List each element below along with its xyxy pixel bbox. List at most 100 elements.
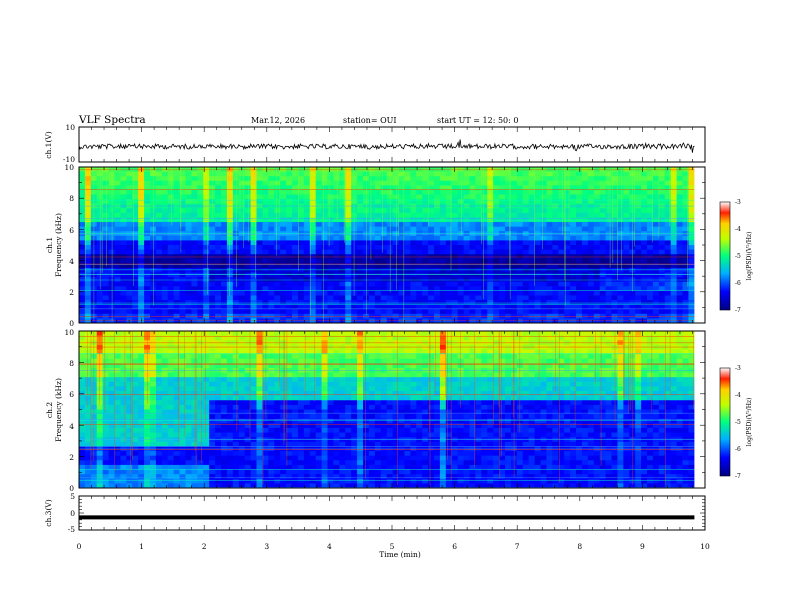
spectrogram-cell xyxy=(209,295,216,301)
spectrogram-cell xyxy=(552,290,559,296)
spectrogram-cell xyxy=(108,441,115,447)
spectrogram-cell xyxy=(546,295,553,301)
spectrogram-cell xyxy=(132,423,139,429)
spectrogram-cell xyxy=(534,267,541,273)
spectrogram-cell xyxy=(197,483,204,489)
spectrogram-cell xyxy=(203,354,210,360)
spectrogram-cell xyxy=(161,295,169,301)
spectrogram-cell xyxy=(647,226,654,232)
spectrogram-cell xyxy=(256,409,263,415)
spectrogram-cell xyxy=(363,318,370,324)
spectrogram-cell xyxy=(256,395,263,401)
spectrogram-cell xyxy=(688,199,695,205)
spectrogram-cell xyxy=(445,235,453,241)
spectrogram-cell xyxy=(144,381,151,387)
spectrogram-cell xyxy=(221,295,228,301)
spectrogram-cell xyxy=(333,258,340,264)
spectrogram-cell xyxy=(457,180,464,186)
spectrogram-cell xyxy=(232,300,240,306)
spectrogram-cell xyxy=(339,189,346,195)
spectrogram-cell xyxy=(226,400,234,406)
spectrogram-cell xyxy=(641,199,648,205)
spectrogram-cell xyxy=(327,286,334,292)
spectrogram-cell xyxy=(457,318,464,324)
spectrogram-cell xyxy=(516,318,524,324)
spectrogram-cell xyxy=(250,349,257,355)
spectrogram-cell xyxy=(475,189,482,195)
spectrogram-cell xyxy=(161,464,169,470)
spectrogram-cell xyxy=(617,226,624,232)
spectrogram-cell xyxy=(617,240,624,246)
spectrogram-cell xyxy=(599,281,607,287)
spectrogram-cell xyxy=(688,272,695,278)
spectrogram-cell xyxy=(209,231,216,237)
spectrogram-cell xyxy=(244,469,251,475)
spectrogram-cell xyxy=(558,199,565,205)
spectrogram-cell xyxy=(203,381,210,387)
spectrogram-cell xyxy=(244,189,251,195)
spectrogram-cell xyxy=(167,427,175,433)
spectrogram-cell xyxy=(670,258,678,264)
spectrogram-cell xyxy=(262,427,269,433)
spectrogram-cell xyxy=(333,171,340,177)
spectrogram-cell xyxy=(676,176,683,182)
spectrogram-cell xyxy=(238,208,246,214)
spectrogram-cell xyxy=(647,194,654,200)
spectrogram-cell xyxy=(404,199,411,205)
spectrogram-cell xyxy=(404,263,411,269)
spectrogram-cell xyxy=(499,267,506,273)
spectrogram-cell xyxy=(108,335,115,341)
spectrogram-cell xyxy=(262,451,269,457)
spectrogram-cell xyxy=(327,208,334,214)
spectrogram-cell xyxy=(682,226,689,232)
spectrogram-cell xyxy=(144,354,151,360)
spectrogram-cell xyxy=(286,208,293,214)
spectrogram-cell xyxy=(244,349,251,355)
spectrogram-cell xyxy=(422,295,429,301)
spectrogram-cell xyxy=(546,249,553,255)
spectrogram-cell xyxy=(546,176,553,182)
spectrogram-cell xyxy=(102,281,109,287)
spectrogram-cell xyxy=(333,235,340,241)
spectrogram-cell xyxy=(114,199,121,205)
spectrogram-cell xyxy=(114,395,121,401)
spectrogram-cell xyxy=(185,222,192,228)
spectrogram-cell xyxy=(587,245,595,250)
spectrogram-cell xyxy=(96,409,104,415)
spectrogram-cell xyxy=(185,354,192,360)
spectrogram-cell xyxy=(215,404,222,410)
spectrogram-cell xyxy=(215,363,222,369)
spectrogram-cell xyxy=(226,427,234,433)
spectrogram-cell xyxy=(114,231,121,237)
spectrogram-cell xyxy=(463,295,470,301)
spectrogram-cell xyxy=(658,286,666,292)
spectrogram-cell xyxy=(292,318,299,324)
spectrogram-cell xyxy=(339,267,346,273)
spectrogram-cell xyxy=(576,180,583,186)
spectrogram-cell xyxy=(469,212,476,218)
spectrogram-cell xyxy=(445,290,453,296)
spectrogram-cell xyxy=(581,258,589,264)
spectrogram-cell xyxy=(552,212,559,218)
spectrogram-cell xyxy=(528,258,535,264)
spectrogram-cell xyxy=(611,304,618,310)
spectrogram-cell xyxy=(617,304,624,310)
spectrogram-cell xyxy=(576,226,583,232)
spectrogram-cell xyxy=(120,404,127,410)
spectrogram-cell xyxy=(203,335,210,341)
spectrogram-cell xyxy=(587,231,595,237)
spectrogram-cell xyxy=(203,171,210,177)
spectrogram-cell xyxy=(368,272,376,278)
spectrogram-cell xyxy=(357,295,364,301)
spectrogram-cell xyxy=(256,176,263,182)
spectrogram-cell xyxy=(635,263,642,269)
spectrogram-cell xyxy=(268,309,275,315)
spectrogram-cell xyxy=(641,180,648,186)
spectrogram-cell xyxy=(209,423,216,429)
spectrogram-cell xyxy=(682,231,689,237)
spectrogram-cell xyxy=(250,295,257,301)
spectrogram-cell xyxy=(244,354,251,360)
spectrogram-cell xyxy=(404,194,411,200)
spectrogram-cell xyxy=(120,199,127,205)
spectrogram-cell xyxy=(250,409,257,415)
